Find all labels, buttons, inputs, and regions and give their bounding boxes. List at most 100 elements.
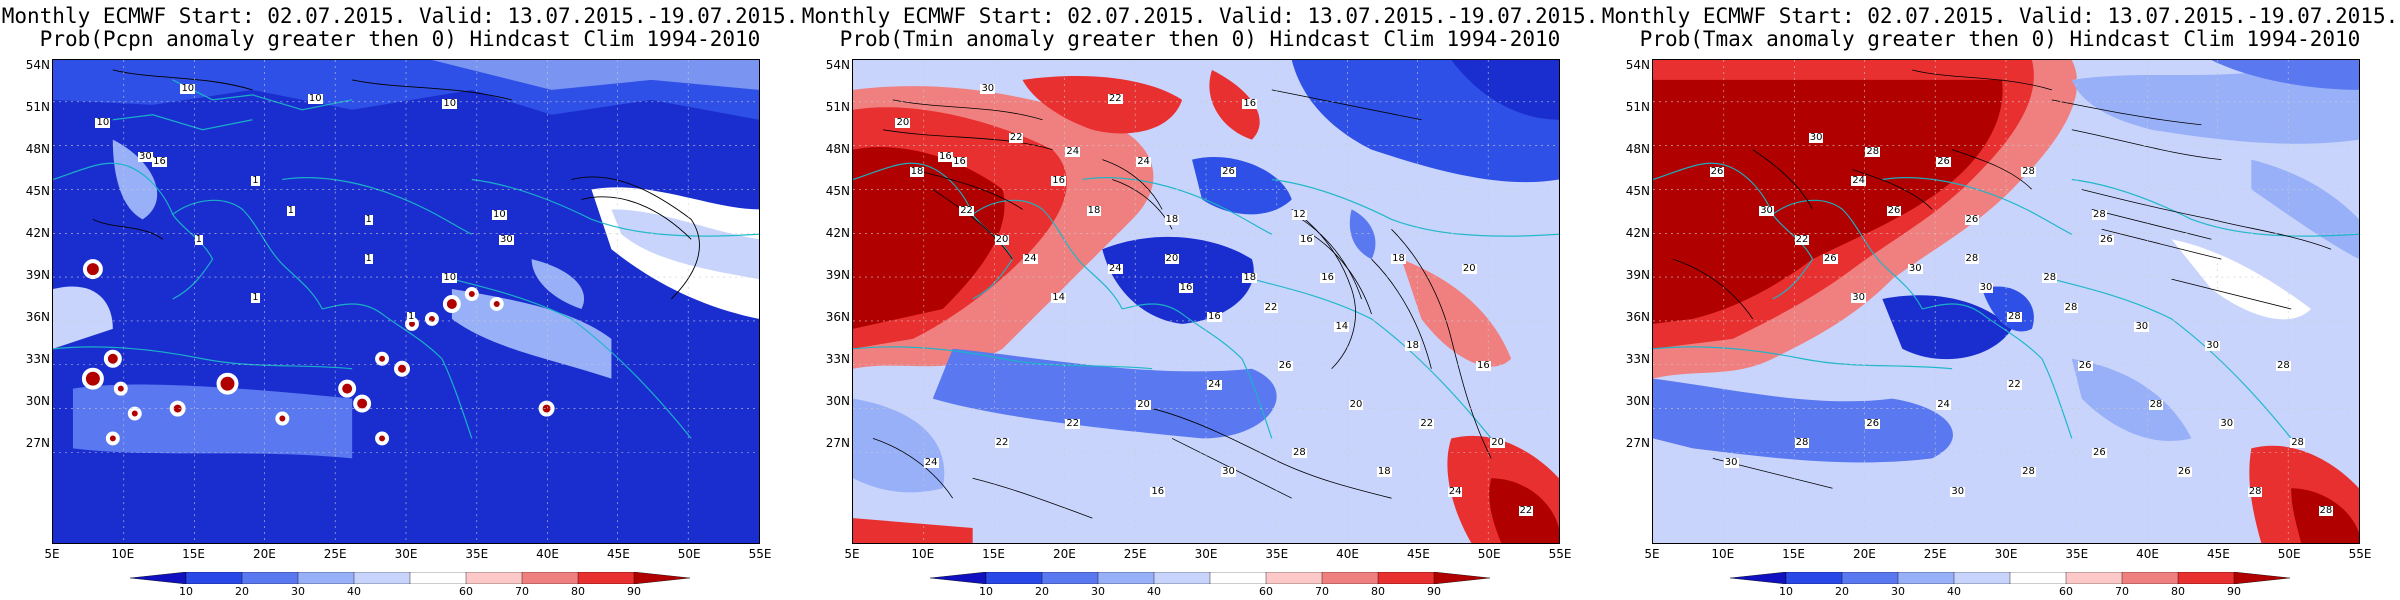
contour-label: 20 — [1164, 253, 1180, 264]
lat-tick-label: 36N — [825, 310, 850, 324]
lat-tick-label: 54N — [25, 58, 50, 72]
contour-label: 30 — [980, 83, 996, 95]
lat-tick-label: 33N — [1625, 352, 1650, 366]
colorbar-label: 70 — [2115, 585, 2129, 598]
contour-label: 28 — [2042, 272, 2058, 284]
contour-label: 30 — [1907, 262, 1923, 274]
colorbar-swatch — [1265, 572, 1323, 584]
contour-label: 28 — [1794, 437, 1810, 449]
contour-label: 26 — [1277, 359, 1293, 371]
colorbar-label: 80 — [571, 585, 585, 598]
colorbar-swatch — [1209, 572, 1267, 584]
colorbar-label: 20 — [1835, 585, 1849, 598]
map-tmin: 16 16 16 16 18 20 18 12 16 20 18 14 16 18 22 24 24 26 22 24… — [852, 59, 1560, 544]
lon-tick-label: 10E — [111, 547, 135, 561]
lat-tick-label: 30N — [1625, 394, 1650, 408]
lon-tick-label: 10E — [1711, 547, 1735, 561]
contour-label: 28 — [2290, 437, 2305, 449]
contour-label: 20 — [1348, 398, 1364, 410]
contour-label: 20 — [1461, 262, 1477, 274]
contour-label: 16 — [1178, 282, 1194, 294]
lat-tick-label: 45N — [1625, 184, 1650, 198]
lon-tick-label: 25E — [1123, 547, 1147, 561]
lon-tick-label: 30E — [1194, 547, 1218, 561]
contour-label: 16 — [1299, 233, 1314, 245]
contour-label: 16 — [152, 156, 167, 167]
panel-pcpn: Monthly ECMWF Start: 02.07.2015. Valid: … — [0, 0, 800, 600]
contour-label: 30 — [1950, 485, 1966, 497]
contour-label: 30 — [2134, 320, 2150, 332]
panel-tmin: Monthly ECMWF Start: 02.07.2015. Valid: … — [800, 0, 1600, 600]
lon-tick-label: 35E — [465, 547, 489, 561]
lat-tick-label: 42N — [25, 226, 50, 240]
contour-label: 10 — [442, 272, 458, 284]
lon-tick-label: 35E — [2065, 547, 2089, 561]
contour-label: 24 — [1022, 253, 1038, 264]
contour-label: 1 — [364, 214, 373, 226]
contour-label: 1 — [407, 311, 416, 323]
panel-tmax: Monthly ECMWF Start: 02.07.2015. Valid: … — [1600, 0, 2400, 600]
contour-label: 26 — [2099, 233, 2114, 245]
lon-tick-label: 40E — [1336, 547, 1360, 561]
contour-label: 16 — [1242, 97, 1258, 109]
lon-tick-label: 45E — [1406, 547, 1430, 561]
colorbar-label: 40 — [1147, 585, 1161, 598]
contour-label: 16 — [1051, 175, 1066, 187]
lon-tick-label: 15E — [182, 547, 206, 561]
colorbar-swatch — [185, 572, 243, 584]
colorbar-swatch — [409, 572, 467, 584]
lat-tick-label: 33N — [825, 352, 850, 366]
contour-label: 18 — [1405, 340, 1420, 352]
contour-label: 28 — [2063, 301, 2079, 313]
lat-tick-label: 42N — [825, 226, 850, 240]
colorbar — [1730, 572, 2290, 584]
lat-tick-label: 48N — [825, 142, 850, 156]
panel-title-line2: Prob(Pcpn anomaly greater then 0) Hindca… — [39, 27, 761, 51]
contour-label: 18 — [1242, 272, 1258, 284]
contour-label: 20 — [994, 233, 1010, 245]
map-canvas-tmin — [853, 60, 1559, 543]
panel-title-line1: Monthly ECMWF Start: 02.07.2015. Valid: … — [1601, 4, 2399, 28]
contour-label: 22 — [959, 204, 974, 216]
contour-label: 1 — [251, 291, 260, 303]
contour-label: 16 — [952, 156, 967, 167]
contour-label: 26 — [2077, 359, 2093, 371]
lat-tick-label: 54N — [825, 58, 850, 72]
colorbar-label: 90 — [1427, 585, 1441, 598]
lon-tick-label: 5E — [1644, 547, 1660, 561]
contour-label: 22 — [1107, 92, 1123, 104]
contour-label: 24 — [1107, 262, 1123, 274]
lat-tick-label: 33N — [25, 352, 50, 366]
colorbar-swatch — [2121, 572, 2179, 584]
colorbar-label: 10 — [1779, 585, 1793, 598]
lon-tick-label: 25E — [1923, 547, 1947, 561]
contour-label: 24 — [1065, 146, 1081, 158]
lon-tick-label: 15E — [1782, 547, 1806, 561]
colorbar-swatch — [465, 572, 523, 584]
contour-label: 22 — [1263, 301, 1279, 313]
contour-label: 26 — [1964, 214, 1980, 226]
contour-label: 10 — [95, 117, 111, 129]
colorbar-swatch — [130, 572, 187, 584]
lon-tick-label: 15E — [982, 547, 1006, 561]
lon-tick-label: 50E — [2277, 547, 2301, 561]
contour-label: 16 — [1320, 272, 1335, 284]
contour-label: 1 — [364, 253, 373, 264]
colorbar-label: 30 — [1891, 585, 1905, 598]
colorbar-label: 30 — [1091, 585, 1105, 598]
contour-label: 30 — [2219, 417, 2235, 429]
contour-label: 12 — [1291, 209, 1307, 221]
lon-tick-label: 20E — [1052, 547, 1076, 561]
contour-labels-tmax: 24 26 22 26 28 26 28 28 30 28 26 30 28 26 28 30 26 30 30 28… — [1653, 60, 2359, 543]
contour-label: 10 — [180, 83, 196, 95]
colorbar-label: 90 — [627, 585, 641, 598]
colorbar-swatch — [2009, 572, 2067, 584]
colorbar-swatch — [521, 572, 579, 584]
contour-label: 28 — [2247, 485, 2263, 497]
colorbar-label: 40 — [1947, 585, 1961, 598]
lat-tick-label: 30N — [825, 394, 850, 408]
lon-tick-label: 45E — [2206, 547, 2230, 561]
colorbar-swatch — [1433, 572, 1490, 584]
map-tmax: 24 26 22 26 28 26 28 28 30 28 26 30 28 26 28 30 26 30 30 28… — [1652, 59, 2360, 544]
contour-label: 24 — [1447, 485, 1463, 497]
